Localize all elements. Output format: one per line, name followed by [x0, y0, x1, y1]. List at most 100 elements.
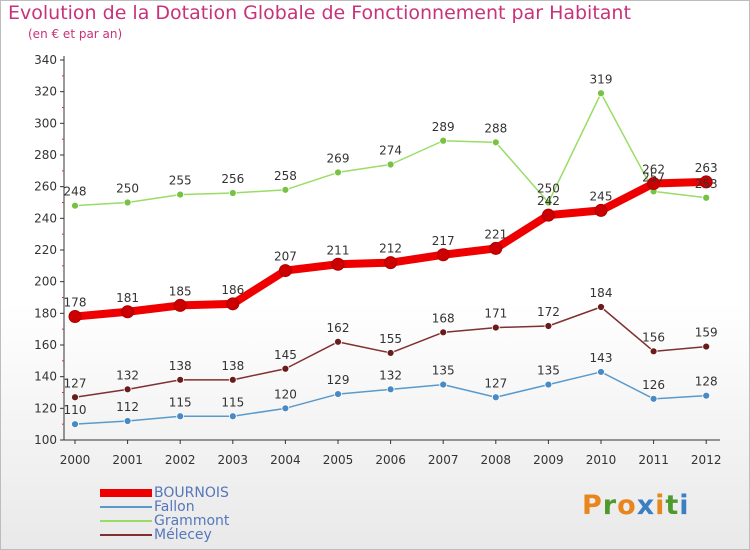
legend-label-fallon: Fallon: [154, 499, 195, 515]
data-point-bournois: [226, 297, 240, 311]
data-label-melecey: 168: [432, 311, 455, 325]
data-point-bournois: [647, 177, 661, 190]
data-point-melecey: [597, 303, 605, 311]
data-label-fallon: 143: [590, 351, 613, 365]
y-tick-label: 140: [34, 370, 57, 384]
data-point-bournois: [384, 256, 398, 270]
data-point-bournois: [173, 298, 187, 312]
data-point-bournois: [278, 264, 292, 278]
logo-letter: i: [655, 490, 666, 521]
legend-swatch-grammont: [100, 520, 152, 522]
data-labels: 110 112 115 115 120 129 132 135 127 135 143 126 128 2…: [64, 72, 718, 417]
y-tick-label: 120: [34, 401, 57, 415]
data-point-fallon: [71, 420, 79, 429]
data-label-bournois: 207: [274, 250, 297, 264]
legend-swatch-fallon: [100, 506, 152, 508]
data-point-fallon: [176, 412, 185, 421]
data-label-fallon: 112: [116, 400, 139, 414]
data-label-melecey: 156: [642, 330, 665, 344]
x-tick-label: 2009: [533, 453, 564, 467]
logo-letter: t: [665, 490, 680, 521]
data-label-grammont: 274: [379, 144, 402, 158]
y-tick-label: 220: [34, 243, 57, 257]
data-label-grammont: 269: [327, 151, 350, 165]
data-label-grammont: 258: [274, 169, 297, 183]
data-label-melecey: 132: [116, 368, 139, 382]
data-point-fallon: [439, 380, 448, 389]
y-tick-label: 260: [34, 180, 57, 194]
x-tick-label: 2000: [60, 453, 91, 467]
data-point-grammont: [176, 190, 185, 199]
data-label-bournois: 262: [642, 163, 665, 177]
x-tick-label: 2003: [218, 453, 249, 467]
chart-subtitle: (en € et par an): [28, 27, 123, 41]
legend-swatch-melecey: [100, 534, 152, 536]
data-label-melecey: 155: [379, 332, 402, 346]
data-point-fallon: [491, 393, 500, 402]
x-tick-label: 2008: [481, 453, 512, 467]
data-label-fallon: 115: [221, 395, 244, 409]
logo-letter: x: [636, 490, 656, 521]
data-point-melecey: [702, 342, 711, 351]
data-label-bournois: 186: [221, 283, 244, 297]
data-label-bournois: 178: [64, 296, 87, 310]
data-point-grammont: [281, 185, 290, 194]
legend-label-bournois: BOURNOIS: [154, 485, 229, 501]
data-label-melecey: 138: [221, 359, 244, 373]
data-label-grammont: 250: [537, 182, 560, 196]
data-label-grammont: 248: [64, 185, 87, 199]
data-label-fallon: 132: [379, 368, 402, 382]
data-label-fallon: 128: [695, 375, 718, 389]
legend-swatch-bournois: [100, 489, 152, 497]
data-point-fallon: [544, 380, 553, 389]
x-tick-label: 2001: [112, 453, 143, 467]
data-point-grammont: [597, 89, 605, 98]
x-tick-label: 2010: [586, 453, 617, 467]
data-label-melecey: 127: [64, 376, 87, 390]
data-label-bournois: 221: [484, 227, 507, 241]
data-point-grammont: [491, 138, 500, 147]
data-label-bournois: 217: [432, 234, 455, 248]
data-point-bournois: [121, 305, 135, 319]
data-point-melecey: [228, 375, 237, 384]
data-point-melecey: [71, 393, 79, 402]
y-tick-label: 280: [34, 148, 57, 162]
data-point-melecey: [123, 385, 132, 394]
data-point-melecey: [649, 347, 658, 356]
data-point-grammont: [544, 198, 553, 207]
chart-axes: 100 120 140 160 180 200 220 240 260 280 300 320 340 2…: [34, 53, 721, 467]
data-point-bournois: [331, 257, 345, 271]
data-label-fallon: 127: [484, 376, 507, 390]
data-label-melecey: 159: [695, 326, 718, 340]
data-point-bournois: [68, 310, 82, 323]
data-label-fallon: 129: [327, 373, 350, 387]
data-label-fallon: 135: [432, 364, 455, 378]
legend-label-melecey: Mélecey: [154, 527, 212, 543]
data-point-fallon: [386, 385, 395, 394]
data-point-bournois: [594, 203, 608, 217]
data-point-melecey: [491, 323, 500, 332]
data-point-grammont: [228, 189, 237, 197]
data-point-melecey: [386, 349, 395, 357]
y-tick-label: 300: [34, 116, 57, 130]
data-label-fallon: 115: [169, 395, 192, 409]
y-tick-label: 180: [34, 306, 57, 320]
data-point-grammont: [386, 160, 395, 169]
data-point-grammont: [71, 201, 79, 210]
logo-letter: i: [679, 490, 690, 521]
logo-letter: P: [582, 490, 603, 521]
x-tick-label: 2012: [691, 453, 722, 467]
y-tick-label: 320: [34, 85, 57, 99]
x-tick-label: 2006: [375, 453, 406, 467]
data-point-fallon: [123, 417, 132, 425]
data-label-bournois: 211: [327, 243, 350, 257]
data-label-grammont: 255: [169, 174, 192, 188]
data-point-fallon: [597, 368, 605, 376]
data-point-melecey: [281, 364, 290, 373]
data-label-bournois: 263: [695, 161, 718, 175]
data-point-grammont: [123, 198, 132, 207]
data-point-bournois: [541, 208, 555, 222]
data-label-fallon: 135: [537, 364, 560, 378]
